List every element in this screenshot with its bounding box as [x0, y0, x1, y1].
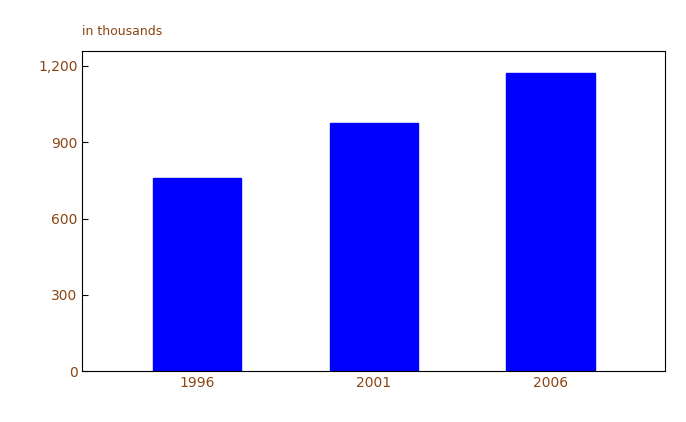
Bar: [506, 73, 595, 371]
Bar: [153, 178, 241, 371]
Bar: [330, 123, 418, 371]
Text: in thousands: in thousands: [82, 25, 163, 38]
